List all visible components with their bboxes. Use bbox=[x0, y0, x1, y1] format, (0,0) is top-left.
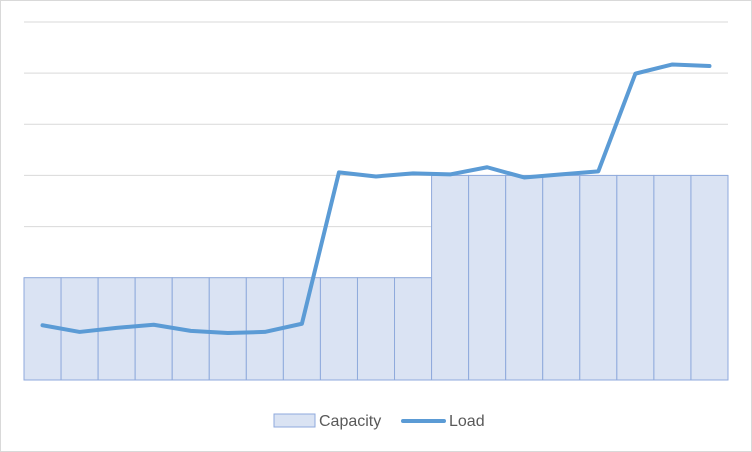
load-point bbox=[633, 72, 637, 76]
legend-label-load: Load bbox=[449, 413, 485, 430]
load-point bbox=[226, 331, 230, 335]
load-point bbox=[374, 174, 378, 178]
load-line-layer bbox=[40, 62, 712, 335]
load-point bbox=[411, 171, 415, 175]
load-point bbox=[41, 323, 45, 327]
legend-label-capacity: Capacity bbox=[319, 413, 381, 430]
load-point bbox=[448, 172, 452, 176]
capacity-bar bbox=[356, 277, 396, 381]
load-point bbox=[152, 323, 156, 327]
capacity-bar bbox=[208, 277, 247, 381]
load-point bbox=[559, 172, 563, 176]
load-point bbox=[596, 169, 600, 173]
capacity-bar bbox=[431, 174, 470, 381]
load-point bbox=[78, 330, 82, 334]
capacity-bar bbox=[319, 277, 358, 381]
legend-swatch-capacity bbox=[273, 413, 316, 428]
capacity-bar bbox=[542, 174, 581, 381]
capacity-bar bbox=[616, 174, 655, 381]
capacity-bar bbox=[468, 174, 507, 381]
load-point bbox=[263, 330, 267, 334]
load-point bbox=[522, 175, 526, 179]
load-point bbox=[707, 64, 711, 68]
capacity-bar bbox=[394, 277, 433, 381]
load-point bbox=[300, 322, 304, 326]
load-point bbox=[337, 170, 341, 174]
capacity-bar bbox=[505, 174, 544, 381]
capacity-bar bbox=[579, 174, 618, 381]
load-point bbox=[189, 329, 193, 333]
legend: Capacity Load bbox=[273, 413, 485, 430]
capacity-bar bbox=[690, 174, 729, 381]
capacity-bar bbox=[653, 174, 692, 381]
load-point bbox=[115, 326, 119, 330]
load-line bbox=[40, 62, 712, 335]
load-point bbox=[670, 62, 674, 66]
load-point bbox=[485, 165, 489, 169]
capacity-bar bbox=[282, 277, 321, 381]
capacity-bars bbox=[23, 174, 729, 381]
